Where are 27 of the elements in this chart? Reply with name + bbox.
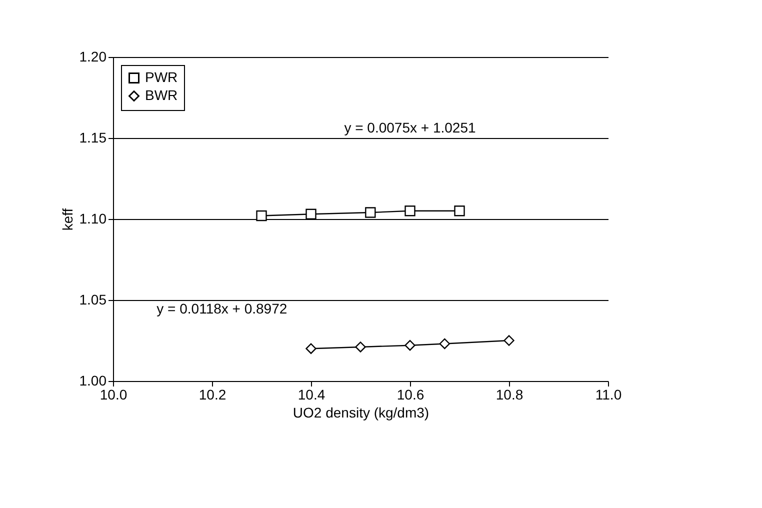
point — [439, 338, 450, 350]
annotation: y = 0.0075x + 1.0251 — [344, 119, 476, 136]
point — [504, 335, 514, 346]
x-tick-label: 10.2 — [198, 386, 226, 402]
point — [404, 206, 416, 216]
x-tick-label: 10.4 — [298, 386, 326, 402]
legend-label: BWR — [145, 87, 178, 103]
x-tick-label: 11.0 — [595, 386, 622, 402]
y-tick-label: 1.10 — [79, 210, 107, 226]
point — [355, 342, 366, 352]
x-tick-label: 10.0 — [100, 386, 128, 402]
x-axis-title: UO2 density (kg/dm3) — [292, 404, 430, 420]
point — [306, 208, 316, 220]
point — [365, 207, 376, 218]
legend-label: PWR — [145, 69, 178, 85]
point — [404, 340, 416, 351]
y-axis-title: keff — [59, 208, 76, 231]
y-tick-label: 1.00 — [79, 372, 107, 388]
point — [454, 206, 465, 216]
x-tick-label: 10.8 — [496, 386, 524, 402]
point — [306, 343, 316, 354]
y-tick-label: 1.20 — [79, 48, 107, 64]
x-tick-label: 10.6 — [396, 386, 424, 402]
y-tick-label: 1.15 — [79, 130, 107, 146]
y-tick-label: 1.05 — [79, 292, 107, 308]
annotation: y = 0.0118x + 0.8972 — [156, 300, 288, 317]
point — [256, 210, 267, 222]
